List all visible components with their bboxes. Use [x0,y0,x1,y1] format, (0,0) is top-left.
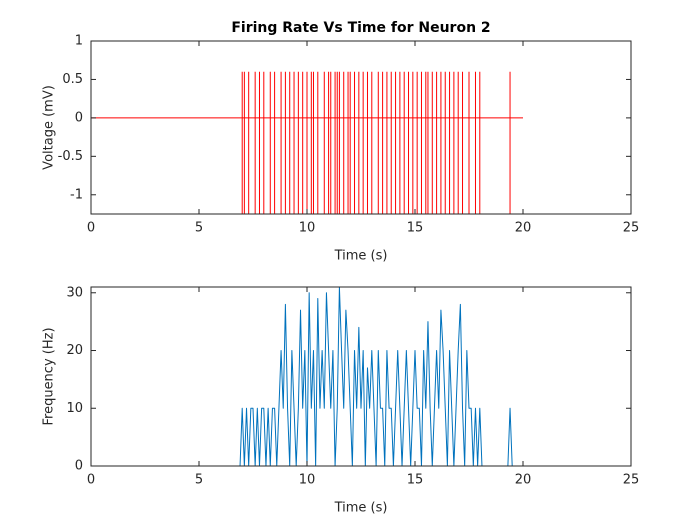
axes-background [91,287,631,466]
axes-box [90,40,632,215]
x-tick-label: 25 [623,221,640,236]
chart-title: Firing Rate Vs Time for Neuron 2 [231,20,490,36]
y-tick-label: -1 [70,187,83,202]
y-tick-label: 20 [66,343,83,358]
y-axis-label: Voltage (mV) [42,85,57,170]
x-axis-label: Time (s) [334,249,388,264]
axes-box [90,286,632,467]
y-tick-label: 10 [66,401,83,416]
x-tick-label: 5 [195,221,203,236]
x-tick-label: 20 [515,473,532,488]
y-tick-label: 0 [75,110,83,125]
x-axis-label: Time (s) [334,501,388,516]
x-tick-label: 20 [515,221,532,236]
y-tick-label: 0.5 [62,72,83,87]
x-tick-label: 25 [623,473,640,488]
y-tick-label: 30 [66,285,83,300]
x-tick-label: 0 [87,473,95,488]
x-tick-label: 15 [407,221,424,236]
y-tick-label: -0.5 [58,149,83,164]
x-tick-label: 15 [407,473,424,488]
x-tick-label: 5 [195,473,203,488]
x-tick-label: 10 [299,473,316,488]
y-axis-label: Frequency (Hz) [42,327,57,425]
y-tick-label: 0 [75,459,83,474]
data-line [91,287,523,466]
axes-background [91,41,631,214]
x-tick-label: 0 [87,221,95,236]
plot-area [91,71,523,214]
x-tick-label: 10 [299,221,316,236]
y-tick-label: 1 [75,34,83,49]
plot-area [91,287,523,466]
